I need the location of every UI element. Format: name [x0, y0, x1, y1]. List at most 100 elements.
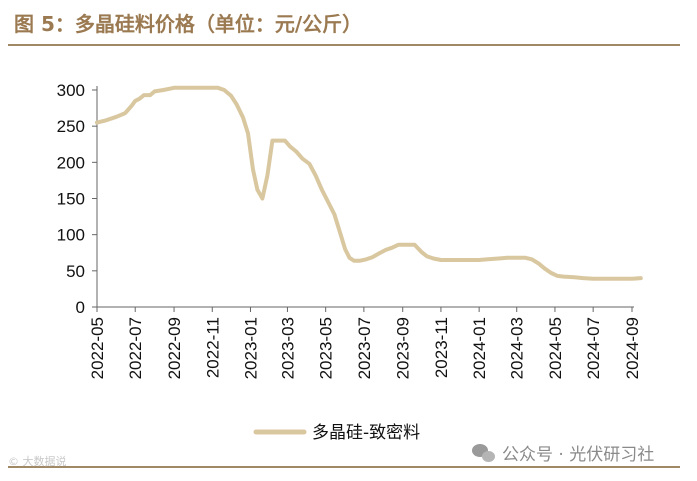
data-point: [210, 86, 214, 90]
data-point: [401, 243, 405, 247]
data-point: [477, 258, 481, 262]
data-point: [352, 259, 356, 263]
x-tick-label: 2022-05: [88, 317, 107, 379]
title-divider: [8, 44, 680, 46]
data-point: [466, 258, 471, 262]
data-point: [288, 144, 292, 148]
data-point: [523, 256, 528, 260]
x-tick-label: 2024-07: [584, 317, 603, 379]
data-point: [114, 115, 118, 119]
data-point: [314, 173, 318, 177]
data-point: [458, 258, 462, 262]
data-point: [255, 188, 259, 192]
x-tick-label: 2024-01: [470, 317, 489, 379]
x-tick-label: 2023-07: [355, 317, 374, 379]
data-point: [530, 257, 534, 261]
x-tick-label: 2023-11: [432, 317, 451, 378]
data-point: [153, 89, 157, 93]
data-point: [572, 275, 577, 279]
data-point: [307, 162, 311, 166]
data-point: [129, 104, 134, 108]
y-tick-label: 250: [57, 117, 85, 136]
data-point: [191, 86, 195, 90]
x-tick-label: 2023-03: [278, 317, 297, 379]
y-tick-label: 100: [57, 226, 85, 245]
data-point: [320, 188, 324, 192]
data-point: [133, 99, 137, 103]
data-point: [138, 97, 142, 101]
series-layer: [95, 85, 643, 281]
data-point: [384, 248, 388, 252]
data-point: [172, 86, 176, 90]
data-point: [505, 256, 509, 260]
data-point: [277, 139, 281, 143]
data-point: [425, 254, 429, 258]
x-tick-label: 2023-05: [317, 317, 336, 379]
data-point: [639, 276, 643, 280]
data-point: [364, 257, 368, 261]
legend-label: 多晶硅-致密料: [312, 423, 420, 443]
data-point: [377, 251, 381, 256]
x-tick-label: 2023-09: [394, 317, 413, 379]
data-point: [142, 93, 146, 97]
watermark-right-text: 公众号 · 光伏研习社: [502, 445, 655, 465]
data-point: [439, 258, 443, 262]
data-point: [371, 255, 375, 259]
x-tick-label: 2022-07: [126, 317, 145, 379]
data-point: [339, 233, 343, 237]
data-point: [486, 257, 490, 261]
data-point: [300, 157, 305, 161]
y-tick-label: 200: [57, 153, 85, 172]
data-point: [161, 88, 165, 92]
data-point: [581, 276, 585, 280]
chart-legend[interactable]: 多晶硅-致密料: [253, 423, 420, 443]
data-point: [543, 267, 547, 271]
data-point: [251, 168, 255, 172]
data-point: [283, 139, 287, 143]
data-point: [390, 246, 394, 250]
series-line: [95, 85, 643, 281]
data-point: [562, 275, 566, 279]
y-tick-label: 50: [66, 262, 85, 281]
y-tick-label: 300: [57, 81, 85, 100]
data-point: [326, 200, 330, 204]
wechat-icon: [472, 443, 496, 463]
data-point: [104, 118, 108, 122]
data-point: [229, 94, 233, 98]
data-point: [358, 259, 362, 263]
data-point: [431, 256, 435, 261]
figure-title: 图 5：多晶硅料价格（单位：元/公斤）: [14, 12, 363, 36]
data-point: [260, 196, 264, 201]
y-axis-ticks: 0 50 100 150 200 250 300: [57, 81, 97, 317]
data-point: [332, 212, 336, 216]
data-point: [549, 271, 553, 275]
data-point: [515, 256, 519, 260]
x-tick-label: 2022-11: [203, 317, 222, 378]
data-point: [619, 277, 624, 281]
data-point: [419, 250, 424, 254]
data-point: [123, 111, 127, 115]
data-point: [600, 277, 604, 281]
x-tick-label: 2022-09: [165, 317, 184, 379]
data-point: [413, 243, 417, 247]
data-point: [445, 258, 449, 262]
data-point: [591, 277, 595, 281]
footer-divider: [8, 466, 680, 468]
data-point: [406, 243, 410, 247]
x-tick-label: 2024-05: [546, 317, 565, 379]
x-axis-ticks: 2022-05 2022-07 2022-09 2022-11 2023-01 2023-…: [88, 307, 642, 379]
data-point: [241, 115, 245, 120]
data-point: [630, 277, 634, 281]
data-point: [265, 173, 269, 177]
data-point: [216, 86, 220, 90]
data-point: [270, 139, 274, 143]
data-point: [555, 274, 560, 278]
data-point: [396, 243, 400, 247]
x-tick-label: 2024-03: [508, 317, 527, 379]
data-point: [343, 247, 347, 251]
data-point: [497, 256, 501, 261]
data-point: [347, 256, 352, 260]
data-point: [200, 86, 204, 90]
data-point: [235, 102, 239, 107]
